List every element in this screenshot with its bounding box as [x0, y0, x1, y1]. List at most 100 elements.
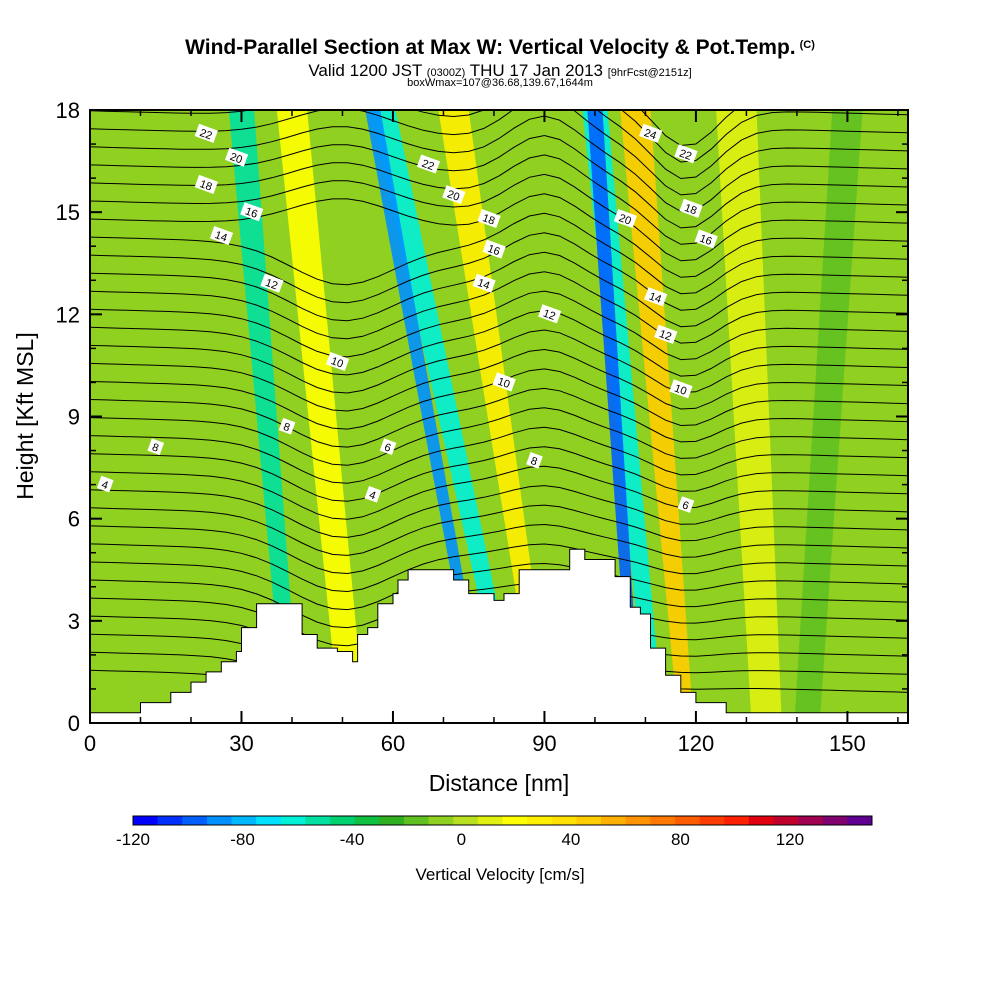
contour-label-text: 6	[681, 499, 691, 512]
velocity-band-9	[716, 110, 782, 723]
contour-label-text: 4	[100, 479, 110, 492]
velocity-band-7	[587, 110, 641, 723]
contour-label-text: 16	[698, 233, 714, 248]
theta-contour-28	[90, 134, 908, 229]
colorbar-cell-3	[206, 816, 232, 825]
theta-contour-29	[90, 115, 908, 212]
contour-label-15: 16	[482, 239, 506, 259]
colorbar-cell-4	[231, 816, 257, 825]
contour-label-box	[240, 202, 264, 222]
velocity-band-8	[620, 110, 694, 723]
contour-label-box	[644, 287, 668, 307]
contour-label-28: 6	[677, 496, 695, 513]
contour-label-text: 10	[329, 355, 345, 370]
plot-area: 22 20 18 16 14 12 10 8 6 4 8 4 22 20 18 16 14 12 10 8 24 22 18…	[90, 110, 908, 723]
valid-z: (0300Z)	[426, 67, 466, 79]
contour-label-2: 18	[194, 174, 218, 194]
contour-label-box	[260, 273, 284, 293]
colorbar-cell-0	[133, 816, 158, 825]
contour-label-25: 14	[644, 287, 668, 307]
y-tick-label: 12	[56, 302, 80, 327]
contour-label-box	[364, 485, 382, 503]
theta-contour-21	[90, 271, 908, 344]
colorbar-cell-23	[699, 816, 725, 825]
contour-label-box	[669, 379, 693, 399]
y-axis-title: Height [Kft MSL]	[12, 332, 38, 499]
colorbar-cell-26	[773, 816, 799, 825]
contour-label-23: 16	[694, 229, 718, 249]
contour-label-14: 18	[477, 209, 501, 229]
contour-label-box	[194, 123, 218, 143]
contour-label-9: 4	[364, 485, 382, 503]
contour-label-text: 10	[496, 376, 512, 391]
colorbar-cell-10	[379, 816, 405, 825]
contour-label-text: 8	[150, 441, 160, 454]
contour-label-box	[472, 273, 496, 293]
theta-contour-25	[90, 193, 908, 278]
contour-label-11: 4	[96, 475, 114, 493]
colorbar-tick-labels: -120 -80 -40 0 40 80 120	[116, 830, 804, 849]
x-tick-label: 150	[829, 731, 866, 756]
colorbar-cell-24	[724, 816, 750, 825]
y-tick-label: 0	[68, 711, 80, 736]
contour-label-text: 22	[420, 158, 436, 173]
theta-contour-12	[90, 446, 908, 502]
colorbar-label: -80	[230, 830, 255, 849]
chart-title: Wind-Parallel Section at Max W: Vertical…	[0, 36, 1000, 60]
contour-label-text: 16	[486, 243, 502, 258]
contour-label-text: 6	[383, 441, 393, 454]
colorbar-cell-25	[748, 816, 774, 825]
chart-title-text: Wind-Parallel Section at Max W: Vertical…	[185, 36, 796, 59]
contour-label-text: 14	[213, 229, 229, 244]
contour-label-7: 8	[278, 417, 296, 435]
contour-label-3: 16	[240, 202, 264, 222]
x-tick-label: 60	[381, 731, 405, 756]
contour-label-box	[538, 304, 562, 324]
contour-label-text: 10	[673, 383, 689, 398]
contour-label-22: 18	[679, 198, 703, 218]
colorbar-cell-17	[551, 816, 577, 825]
colorbar-cell-7	[305, 816, 331, 825]
contour-label-13: 20	[442, 185, 466, 205]
x-axis-title: Distance [nm]	[429, 770, 570, 796]
colorbar-cell-11	[403, 816, 429, 825]
contour-label-box	[677, 496, 695, 513]
colorbar-cell-1	[157, 816, 183, 825]
contour-label-text: 18	[481, 212, 497, 227]
theta-contour-31	[90, 110, 908, 180]
theta-contour-20	[90, 290, 908, 361]
colorbar-cell-28	[822, 816, 848, 825]
colorbar-cell-12	[428, 816, 454, 825]
contour-label-12: 22	[416, 154, 441, 174]
contour-label-16: 14	[472, 273, 496, 293]
x-tick-label: 120	[678, 731, 715, 756]
contour-label-21: 22	[674, 144, 698, 164]
terrain-mask	[90, 548, 908, 723]
contour-labels: 22 20 18 16 14 12 10 8 6 4 8 4 22 20 18 16 14 12 10 8 24 22 18…	[96, 123, 718, 513]
contour-label-box	[639, 123, 663, 143]
colorbar-label: 0	[457, 830, 466, 849]
x-tick-label: 90	[532, 731, 556, 756]
theta-contour-7	[90, 543, 908, 593]
contour-label-1: 20	[224, 147, 249, 167]
contour-label-19: 8	[526, 451, 543, 469]
contour-label-text: 20	[617, 212, 633, 227]
contour-label-box	[442, 185, 466, 205]
contour-label-box	[482, 239, 506, 259]
colorbar-label: 40	[561, 830, 580, 849]
contour-label-0: 22	[194, 123, 218, 143]
contour-label-box	[379, 438, 397, 456]
contour-label-24: 20	[613, 209, 637, 229]
theta-contour-5	[90, 579, 908, 629]
theta-contour-6	[90, 561, 908, 611]
contour-label-text: 18	[198, 178, 214, 193]
contour-label-text: 18	[683, 202, 699, 217]
colorbar-label: 80	[671, 830, 690, 849]
velocity-band-2	[276, 110, 366, 723]
contour-label-text: 8	[529, 455, 539, 468]
contour-label-text: 12	[541, 308, 557, 323]
theta-contour-8	[90, 523, 908, 575]
theta-contour-26	[90, 173, 908, 262]
theta-contour-30	[90, 110, 908, 196]
